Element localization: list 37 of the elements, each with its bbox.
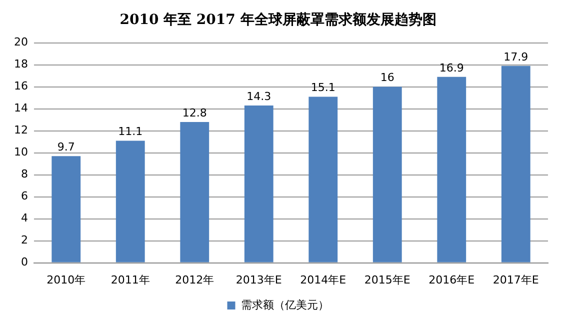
y-tick-label: 0 [20, 256, 28, 269]
data-label: 9.7 [57, 140, 75, 154]
bar [180, 122, 210, 262]
bar [501, 66, 530, 262]
chart-title: 2010 年至 2017 年全球屏蔽罩需求额发展趋势图 [120, 11, 436, 28]
bar [437, 76, 466, 262]
x-tick-label: 2013年E [236, 273, 282, 286]
x-tick-label: 2011年 [110, 273, 150, 286]
data-label: 11.1 [118, 125, 143, 138]
data-label: 12.8 [182, 106, 207, 120]
legend-label: 需求额（亿美元） [240, 298, 329, 312]
x-tick-label: 2015年E [364, 273, 410, 286]
x-tick-label: 2014年E [300, 273, 346, 286]
y-tick-label: 16 [14, 80, 28, 93]
y-tick-label: 10 [14, 146, 28, 159]
x-tick-label: 2016年E [428, 273, 475, 286]
y-tick-label: 18 [14, 58, 28, 71]
x-tick-label: 2010年 [46, 273, 86, 286]
y-tick-label: 6 [20, 190, 28, 203]
data-label: 17.9 [504, 50, 528, 64]
bar [308, 96, 338, 262]
bar [244, 106, 274, 262]
data-label: 14.3 [246, 90, 272, 103]
y-tick-label: 20 [14, 36, 28, 49]
x-tick-label: 2017年E [492, 273, 539, 286]
bar [116, 140, 145, 262]
x-tick-label: 2012年 [175, 273, 214, 286]
y-tick-label: 8 [20, 168, 28, 181]
y-tick-label: 12 [14, 124, 28, 137]
bar [52, 156, 81, 262]
y-tick-label: 4 [20, 212, 28, 225]
data-label: 16 [380, 71, 394, 84]
y-tick-label: 14 [14, 102, 28, 115]
y-tick-label: 2 [20, 234, 28, 247]
data-label: 16.9 [439, 61, 464, 74]
data-label: 15.1 [310, 81, 336, 94]
bar [372, 86, 402, 262]
